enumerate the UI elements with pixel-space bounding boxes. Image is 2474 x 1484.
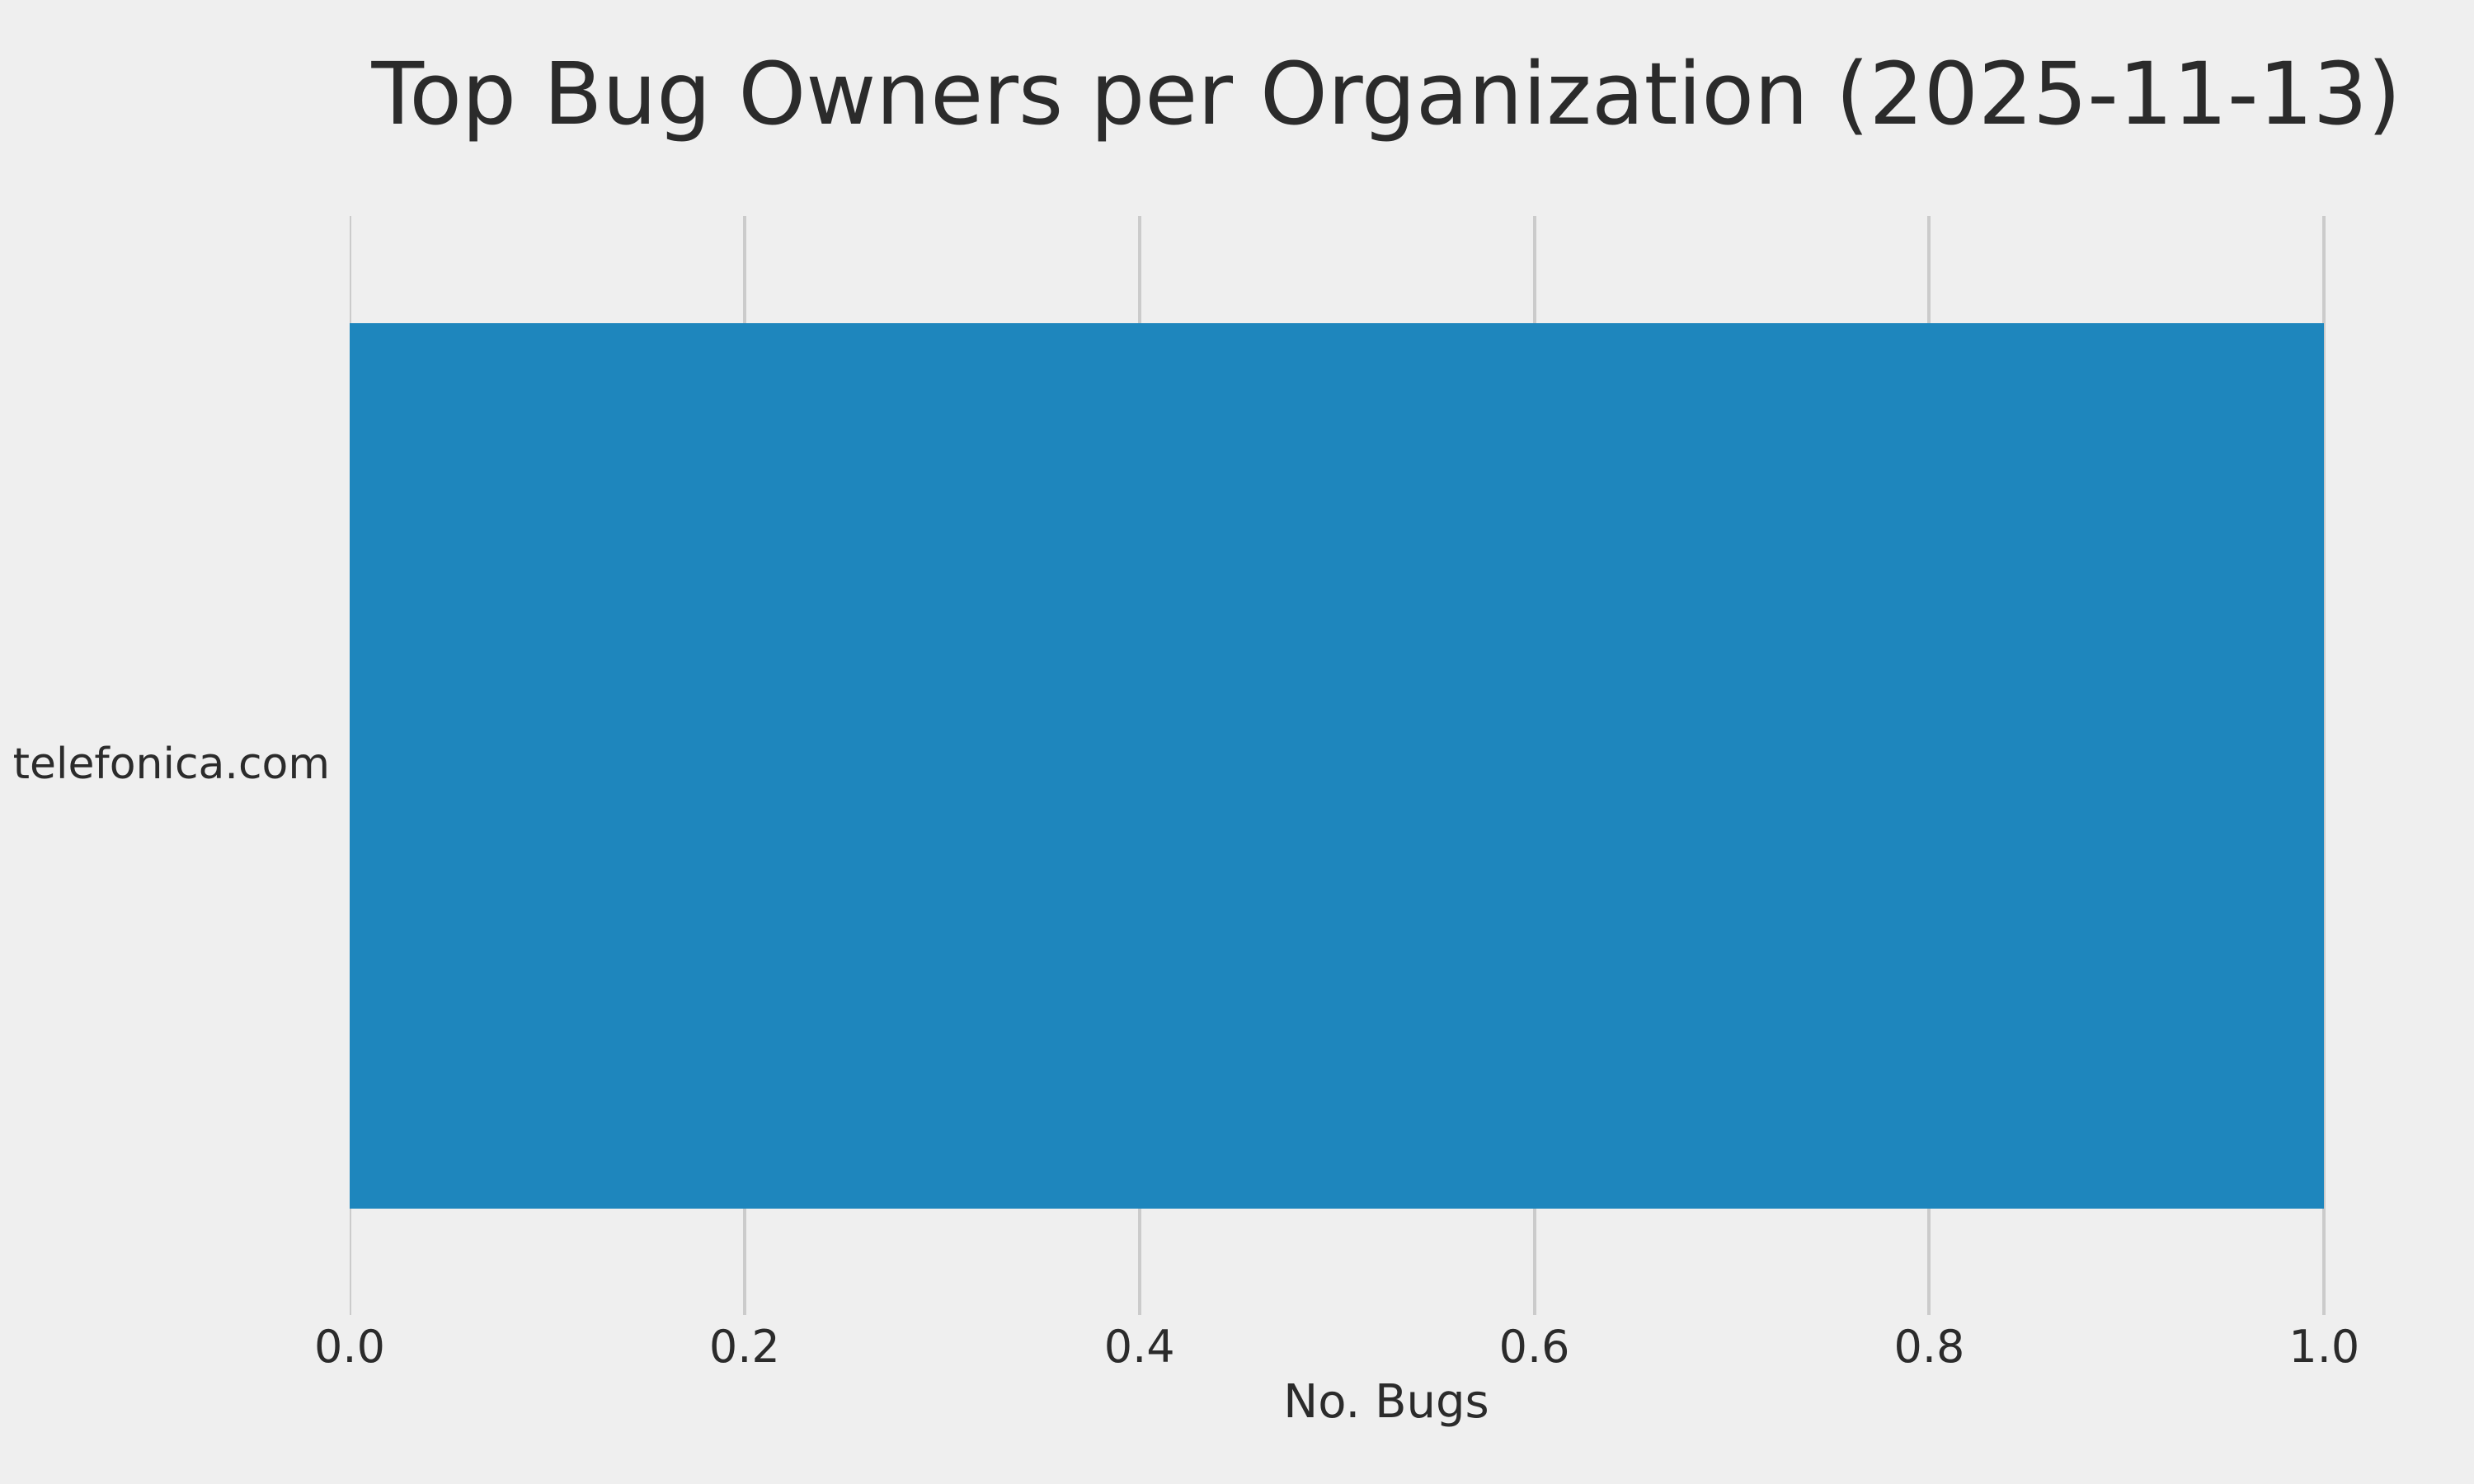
x-tick-label-0.4: 0.4	[1103, 1321, 1175, 1373]
x-axis-label: No. Bugs	[1283, 1375, 1489, 1429]
x-tick-label-0.0: 0.0	[314, 1321, 385, 1373]
chart-title: Top Bug Owners per Organization (2025-11…	[371, 44, 2401, 144]
plot-area	[350, 216, 2423, 1315]
x-tick-label-0.2: 0.2	[708, 1321, 780, 1373]
x-tick-label-1.0: 1.0	[2288, 1321, 2360, 1373]
y-tick-label-telefonica: telefonica.com	[12, 740, 330, 789]
x-axis-tick-row: 0.0 0.2 0.4 0.6 0.8 1.0	[314, 1321, 2423, 1374]
gridline-x-1	[2322, 216, 2326, 1315]
x-tick-label-0.6: 0.6	[1498, 1321, 1570, 1373]
bar-telefonica.com	[350, 323, 2324, 1209]
x-tick-label-0.8: 0.8	[1893, 1321, 1965, 1373]
